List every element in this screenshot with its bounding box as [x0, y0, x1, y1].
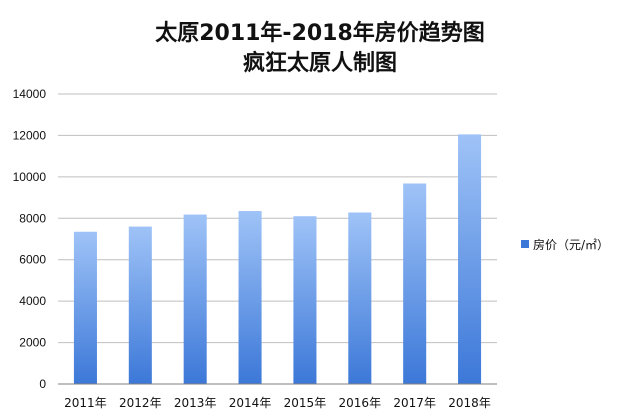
- x-tick-label: 2015年: [284, 396, 327, 410]
- legend-swatch: [521, 240, 529, 248]
- bar: [73, 231, 97, 384]
- bar: [183, 214, 207, 384]
- bar: [128, 226, 152, 384]
- chart-title: 太原2011年-2018年房价趋势图: [155, 20, 485, 46]
- y-tick-label: 12000: [13, 128, 47, 142]
- legend-label-price: 房价（元/㎡）: [533, 237, 609, 252]
- x-tick-label: 2018年: [448, 396, 491, 410]
- y-tick-label: 2000: [19, 336, 46, 350]
- y-axis-ticks: 0 2000 4000 6000 8000 10000 12000 14000: [13, 87, 47, 391]
- x-tick-label: 2017年: [393, 396, 436, 410]
- chart-subtitle: 疯狂太原人制图: [243, 50, 397, 76]
- x-tick-label: 2012年: [119, 396, 162, 410]
- gridlines: [58, 93, 497, 344]
- x-tick-label: 2016年: [339, 396, 382, 410]
- y-tick-label: 8000: [19, 211, 46, 225]
- bar: [238, 211, 262, 384]
- x-axis-ticks: 2011年 2012年 2013年 2014年 2015年 2016年 2017年 2018年: [64, 396, 491, 410]
- legend: 房价（元/㎡）: [521, 237, 609, 252]
- x-tick-label: 2014年: [229, 396, 272, 410]
- bar: [293, 216, 317, 384]
- x-tick-label: 2013年: [174, 396, 217, 410]
- y-tick-label: 4000: [19, 294, 46, 308]
- x-tick-label: 2011年: [64, 396, 107, 410]
- y-tick-label: 14000: [13, 87, 47, 101]
- bar: [458, 134, 482, 384]
- bar: [348, 212, 372, 384]
- bar: [403, 183, 427, 384]
- y-tick-label: 0: [39, 377, 46, 391]
- bars: [73, 134, 482, 384]
- y-tick-label: 6000: [19, 253, 46, 267]
- y-tick-label: 10000: [13, 170, 47, 184]
